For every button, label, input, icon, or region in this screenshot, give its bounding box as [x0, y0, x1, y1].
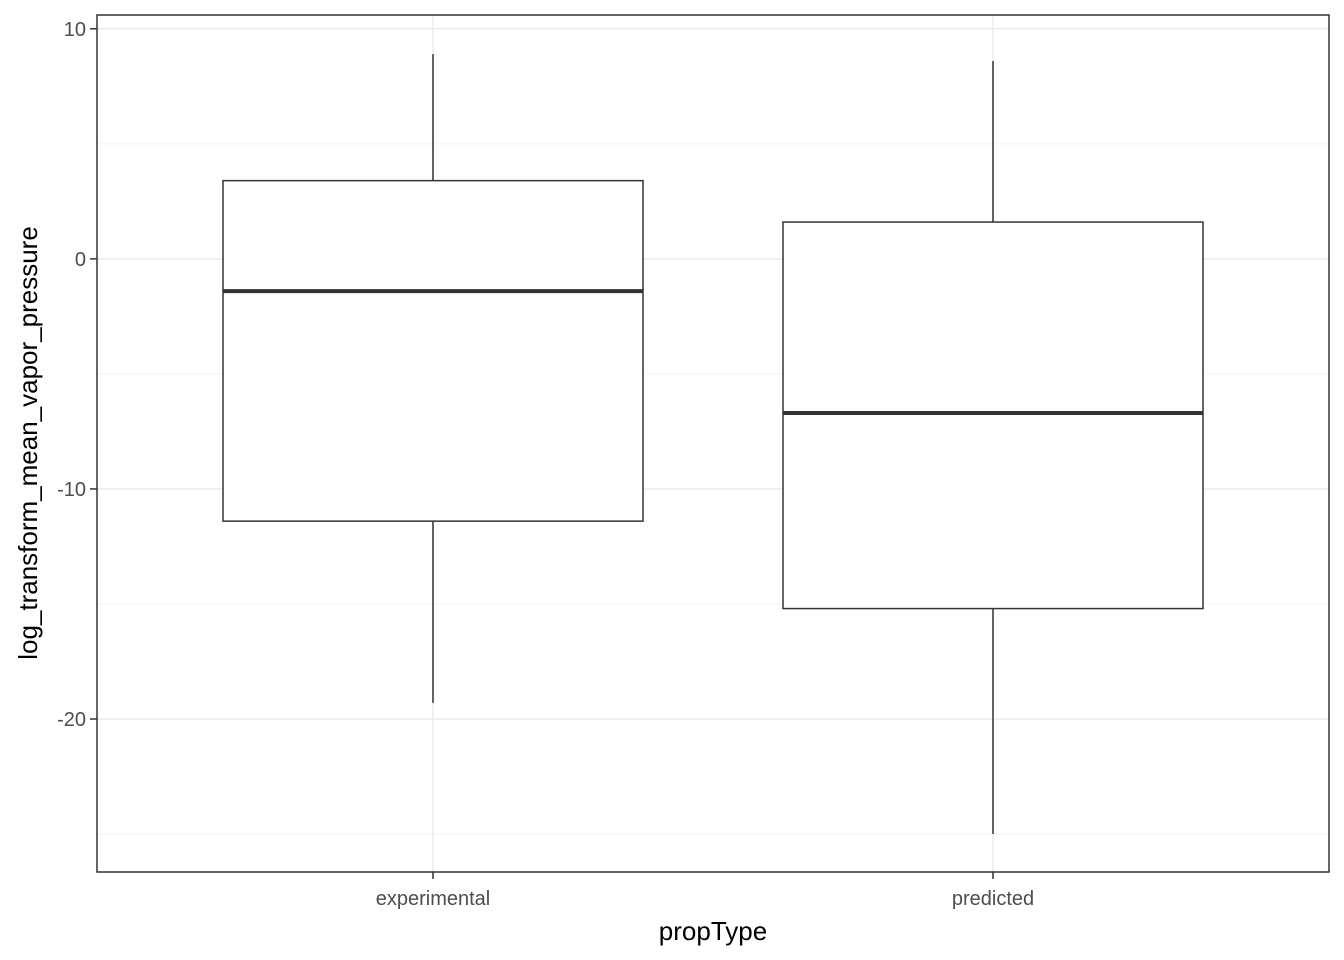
- y-tick-label: -10: [57, 479, 86, 501]
- y-tick-label: -20: [57, 709, 86, 731]
- box-predicted: [782, 61, 1204, 835]
- y-tick-label: 0: [75, 249, 86, 271]
- box-body: [222, 179, 644, 522]
- x-tick-label: predicted: [952, 888, 1034, 910]
- y-tick-label: 10: [64, 19, 86, 41]
- x-axis-title: propType: [659, 916, 767, 946]
- x-axis: experimental predicted: [376, 872, 1034, 910]
- boxes: [222, 54, 1204, 835]
- box-body: [782, 221, 1204, 610]
- panel-border: [96, 14, 1330, 873]
- x-tick-label: experimental: [376, 888, 491, 910]
- y-axis-title: log_transform_mean_vapor_pressure: [13, 226, 43, 660]
- box-experimental: [222, 54, 644, 703]
- y-axis: 10 0 -10 -20: [57, 19, 97, 731]
